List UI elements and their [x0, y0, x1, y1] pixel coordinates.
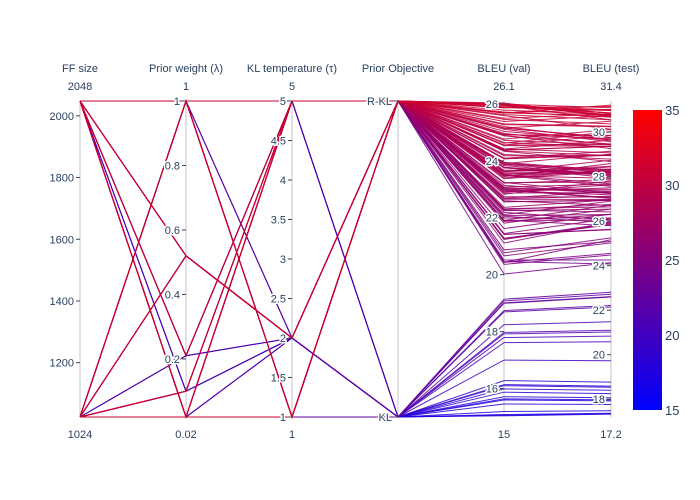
- axis-range-min: 1: [289, 429, 295, 441]
- axis-tick-label: 2000: [50, 111, 74, 123]
- axis-tick-label: 0.2: [165, 354, 180, 366]
- colorbar-tick-label: 25: [665, 253, 679, 268]
- run-line-154: [79, 100, 612, 418]
- axis-tick-label: 2: [280, 333, 286, 345]
- axis-tick-label: 1200: [50, 358, 74, 370]
- axis-tick-label: 26: [593, 216, 605, 228]
- axis-tick-label: 22: [593, 305, 605, 317]
- axis-1: Prior weight (λ) 1 0.02 0.2 0.4 0.6 0.8 1: [149, 63, 223, 441]
- axis-tick-label: 5: [280, 96, 286, 108]
- axis-tick-label: 0.4: [165, 289, 180, 301]
- axis-brush[interactable]: [392, 101, 404, 417]
- axis-tick-label: 4: [280, 175, 286, 187]
- axis-tick-label: 28: [593, 172, 605, 184]
- axis-tick-label: 20: [593, 350, 605, 362]
- axis-3: Prior Objective KL R-KL: [362, 63, 434, 426]
- axis-title: FF size: [62, 63, 98, 75]
- axis-tick-label: 0.6: [165, 225, 180, 237]
- colorbar-tick-label: 35: [665, 103, 679, 118]
- colorbar-gradient: [633, 110, 662, 410]
- axis-tick-label: 18: [593, 394, 605, 406]
- axis-brush[interactable]: [498, 101, 510, 417]
- axis-tick-label: 24: [593, 261, 605, 273]
- axis-tick-label: KL: [379, 412, 392, 424]
- axis-tick-label: 26: [486, 99, 498, 111]
- axis-tick-label: 0.8: [165, 160, 180, 172]
- axis-range-max: 5: [289, 81, 295, 93]
- axis-tick-label: 30: [593, 127, 605, 139]
- axis-tick-label: 3.5: [271, 215, 286, 227]
- axis-tick-label: 18: [486, 327, 498, 339]
- axis-range-max: 2048: [68, 81, 92, 93]
- axis-tick-label: 24: [486, 156, 498, 168]
- axis-tick-label: 22: [486, 213, 498, 225]
- axis-tick-label: 4.5: [271, 136, 286, 148]
- axis-range-max: 31.4: [600, 81, 621, 93]
- lines-layer: [79, 99, 612, 419]
- axis-range-min: 17.2: [600, 429, 621, 441]
- axis-title: Prior Objective: [362, 63, 434, 75]
- axis-title: Prior weight (λ): [149, 63, 223, 75]
- axis-title: BLEU (val): [477, 63, 530, 75]
- axis-2: KL temperature (τ) 5 11 1.5 2 2.5 3 3.5 4 4.5 5: [247, 63, 337, 441]
- colorbar-tick-label: 15: [665, 403, 679, 418]
- axis-title: KL temperature (τ): [247, 63, 337, 75]
- axis-5: BLEU (test) 31.4 17.2 18 20 22 24 26 28 30: [583, 63, 640, 441]
- axes-layer: FF size 2048 1024 1200 1400 1600 1800 2000 Prior…: [48, 63, 640, 441]
- axis-range-min: 1024: [68, 429, 92, 441]
- axis-0: FF size 2048 1024 1200 1400 1600 1800 2000: [48, 63, 98, 441]
- axis-title: BLEU (test): [583, 63, 640, 75]
- axis-tick-label: R-KL: [367, 96, 392, 108]
- axis-brush[interactable]: [180, 101, 192, 417]
- colorbar: 15 20 25 30 35: [633, 103, 679, 418]
- colorbar-tick-label: 20: [665, 328, 679, 343]
- axis-tick-label: 1.5: [271, 373, 286, 385]
- axis-brush[interactable]: [74, 101, 86, 417]
- axis-tick-label: 1600: [50, 234, 74, 246]
- run-line-153: [80, 100, 612, 419]
- axis-tick-label: 1400: [50, 296, 74, 308]
- axis-tick-label: 16: [486, 384, 498, 396]
- axis-range-min: 15: [498, 429, 510, 441]
- axis-brush[interactable]: [605, 101, 617, 417]
- axis-tick-label: 20: [486, 270, 498, 282]
- colorbar-tick-label: 30: [665, 178, 679, 193]
- axis-tick-label: 1: [280, 412, 286, 424]
- axis-range-min: 0.02: [175, 429, 196, 441]
- axis-tick-label: 1800: [50, 173, 74, 185]
- run-line-18: [79, 321, 612, 418]
- axis-range-max: 1: [183, 81, 189, 93]
- axis-tick-label: 3: [280, 254, 286, 266]
- axis-range-max: 26.1: [493, 81, 514, 93]
- axis-tick-label: 2.5: [271, 294, 286, 306]
- axis-4: BLEU (val) 26.1 15 16 18 20 22 24 26: [477, 63, 530, 441]
- axis-tick-label: 1: [174, 96, 180, 108]
